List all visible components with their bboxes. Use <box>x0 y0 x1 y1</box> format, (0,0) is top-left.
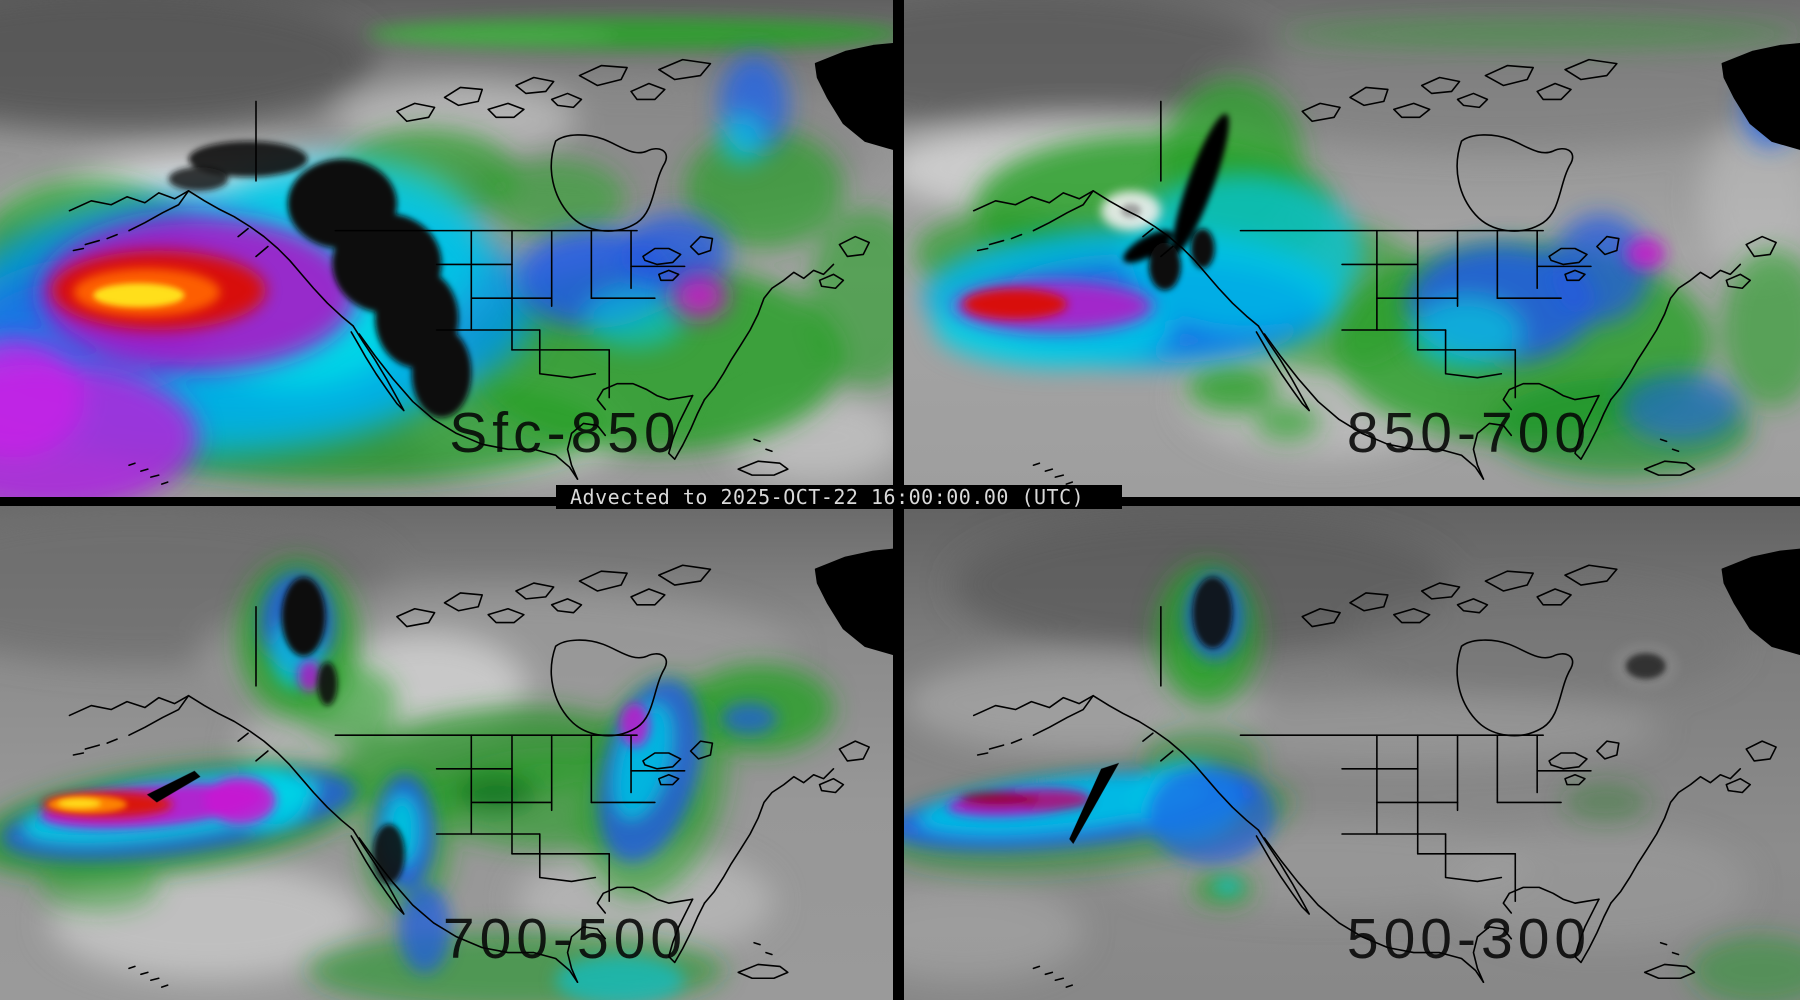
caption-bar: Advected to 2025-OCT-22 16:00:00.00 (UTC… <box>556 485 1122 509</box>
panel-500-300: 500-300 <box>904 506 1800 1000</box>
panel-label-850-700: 850-700 <box>1346 401 1592 465</box>
panel-sfc-850: Sfc-850 <box>0 0 893 497</box>
map-canvas-700-500 <box>0 506 893 1000</box>
panel-850-700: 850-700 <box>904 0 1800 497</box>
panel-label-700-500: 700-500 <box>442 907 688 971</box>
map-canvas-850-700 <box>904 0 1800 497</box>
panel-label-sfc-850: Sfc-850 <box>449 401 681 465</box>
map-canvas-500-300 <box>904 506 1800 1000</box>
map-canvas-sfc-850 <box>0 0 893 497</box>
panel-700-500: 700-500 <box>0 506 893 1000</box>
panel-label-500-300: 500-300 <box>1346 907 1592 971</box>
caption-text: Advected to 2025-OCT-22 16:00:00.00 (UTC… <box>570 485 1085 509</box>
